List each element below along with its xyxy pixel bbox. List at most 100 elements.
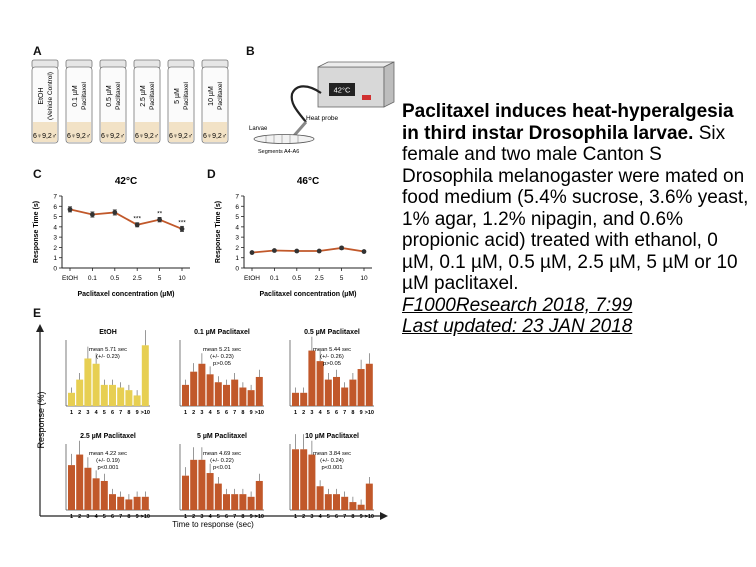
vials-figure: EtOH (Vehicle Control)6♀9,2♂0.1 µM Paclita… [31, 59, 229, 144]
histogram-bar [68, 465, 75, 510]
histogram-x-label: 2 [302, 514, 305, 520]
response-axis-label: Response (%) [36, 391, 46, 448]
vial-label-top: 0.1 µM [72, 85, 79, 107]
vial-food [135, 122, 159, 142]
histogram-title: EtOH [99, 329, 117, 336]
y-tick-label: 3 [235, 235, 239, 242]
histogram-x-label: 6 [335, 410, 338, 416]
histogram-x-label: 6 [111, 514, 114, 520]
chart-d-46c: 46°C 0 1 2 3 4 5 6 7 Response Time (s) EtOH 0.1 0.5 2… [215, 176, 372, 298]
data-point [67, 206, 73, 212]
histogram-bar [324, 379, 332, 406]
x-tick-label: 5 [340, 275, 344, 282]
histogram-x-label: 9 [136, 514, 139, 520]
histogram-title: 5 µM Paclitaxel [197, 433, 247, 440]
vial-label-bottom: Paclitaxel [81, 82, 88, 110]
histogram-x-label: 8 [351, 514, 354, 520]
caption-body: Six female and two male Canton S Drosoph… [402, 122, 749, 295]
histogram-x-label: 6 [335, 514, 338, 520]
histogram-x-label: 3 [86, 514, 89, 520]
histogram-sem: (+/- 0.24) [320, 458, 344, 464]
vial-footer: 6♀9,2♂ [203, 133, 227, 140]
histogram-x-label: 9 [360, 514, 363, 520]
x-tick-label: 0.1 [270, 275, 279, 282]
vial-5: 5 µM Paclitaxel 6♀9,2♂ [167, 59, 195, 144]
histogram-x-label: 5 [217, 514, 220, 520]
histogram-bar [255, 376, 263, 406]
larvae-label: Larvae [249, 126, 268, 132]
histogram-bar [84, 358, 92, 406]
y-tick-label: 4 [53, 224, 57, 231]
vial-2: 0.1 µM Paclitaxel 6♀9,2♂ [65, 59, 93, 144]
histogram-x-label: 7 [233, 410, 236, 416]
y-tick-label: 2 [235, 245, 239, 252]
histogram-x-label: 9 [136, 410, 139, 416]
histogram-x-label: 7 [233, 514, 236, 520]
histogram-pvalue: p<0.001 [321, 465, 342, 471]
vial-label-bottom: (Vehicle Control) [47, 72, 54, 120]
histogram-x-label: 9 [250, 514, 253, 520]
caption-citation: F1000Research 2018, 7:99 [402, 294, 633, 316]
vial-label-top: 2.5 µM [140, 85, 147, 107]
histogram-x-label: 1 [70, 410, 73, 416]
histogram-bar [206, 473, 214, 510]
x-tick-label: 2.5 [133, 275, 142, 282]
histogram-bar [68, 392, 75, 406]
histogram-3: 0.5 µM Paclitaxel 1 2 3 4 5 6 7 8 9 >10 mean 5.44 s… [289, 329, 374, 416]
x-tick-label: 2.5 [315, 275, 324, 282]
vial-label-bottom: Paclitaxel [183, 82, 190, 110]
response-axis-arrow [36, 324, 44, 332]
data-point [179, 226, 185, 232]
data-point [294, 248, 300, 254]
histogram-bar [231, 379, 239, 406]
histogram-sem: (+/- 0.26) [320, 354, 344, 360]
histogram-mean: mean 3.84 sec [313, 451, 351, 457]
histogram-bar [206, 374, 214, 406]
red-button [362, 95, 371, 100]
histogram-title: 0.1 µM Paclitaxel [194, 329, 250, 336]
histogram-x-label: 4 [209, 514, 213, 520]
histogram-x-label: 7 [119, 514, 122, 520]
histogram-bar [76, 454, 84, 510]
histogram-bar [117, 496, 125, 510]
histogram-bar [365, 483, 373, 510]
segments-label: Segments A4-A6 [258, 149, 299, 155]
x-tick-label: 5 [158, 275, 162, 282]
y-axis-label: Response Time (s) [215, 201, 222, 263]
vial-footer: 6♀9,2♂ [101, 133, 125, 140]
histogram-bar [141, 496, 149, 510]
histogram-title: 0.5 µM Paclitaxel [304, 329, 360, 336]
histogram-mean: mean 5.21 sec [203, 347, 241, 353]
series-line [251, 247, 365, 254]
histogram-bar [182, 475, 189, 510]
significance-label: *** [178, 219, 186, 226]
histogram-bar [133, 496, 141, 510]
histogram-x-label: 8 [351, 410, 354, 416]
x-tick-label: 10 [360, 275, 368, 282]
heat-box-top [317, 61, 395, 68]
histogram-bar [300, 449, 308, 510]
data-point [272, 248, 277, 253]
data-point [134, 222, 140, 228]
y-tick-label: 6 [53, 204, 57, 211]
histogram-pvalue: p<0.01 [213, 465, 231, 471]
histogram-x-label: >10 [365, 514, 374, 520]
histogram-bar [214, 483, 222, 510]
vial-label-top: EtOH [38, 87, 45, 104]
histogram-bar [255, 480, 263, 510]
data-point [90, 212, 95, 217]
histogram-x-label: 5 [103, 410, 106, 416]
histogram-x-label: 5 [103, 514, 106, 520]
histogram-bar [231, 494, 239, 510]
histogram-bar [190, 459, 198, 510]
histogram-bar [365, 363, 373, 406]
histogram-sem: (+/- 0.19) [96, 458, 120, 464]
histogram-mean: mean 5.44 sec [313, 347, 351, 353]
series-line [69, 208, 183, 230]
vial-footer: 6♀9,2♂ [135, 133, 159, 140]
vial-label-top: 5 µM [174, 88, 181, 104]
histogram-x-label: >10 [365, 410, 374, 416]
figure-caption: Paclitaxel induces heat-hyperalgesia in … [402, 101, 752, 338]
histogram-x-label: >10 [255, 514, 264, 520]
vial-food [67, 122, 91, 142]
